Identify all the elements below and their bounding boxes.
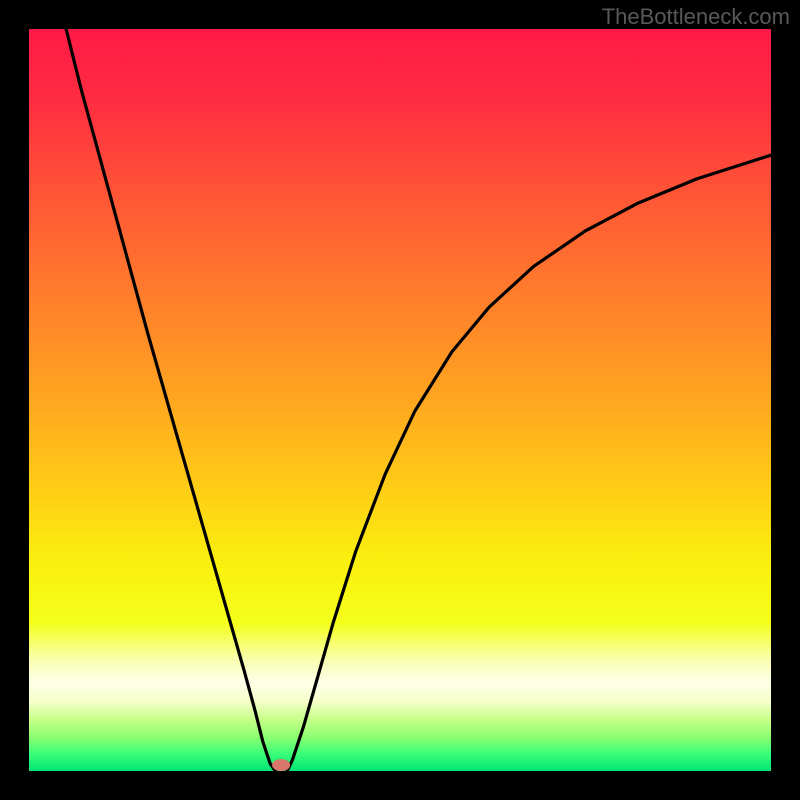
curve-path [66,29,771,771]
optimum-marker [272,759,290,771]
bottleneck-curve [29,29,771,771]
watermark-text: TheBottleneck.com [602,4,790,30]
plot-area [29,29,771,771]
